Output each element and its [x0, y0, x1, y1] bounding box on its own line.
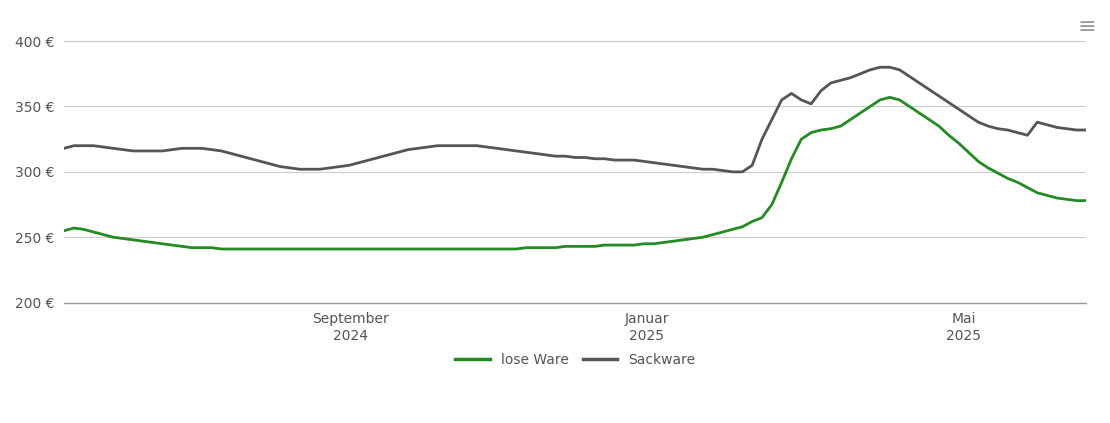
Text: ≡: ≡	[1078, 17, 1097, 37]
Legend: lose Ware, Sackware: lose Ware, Sackware	[450, 347, 702, 373]
